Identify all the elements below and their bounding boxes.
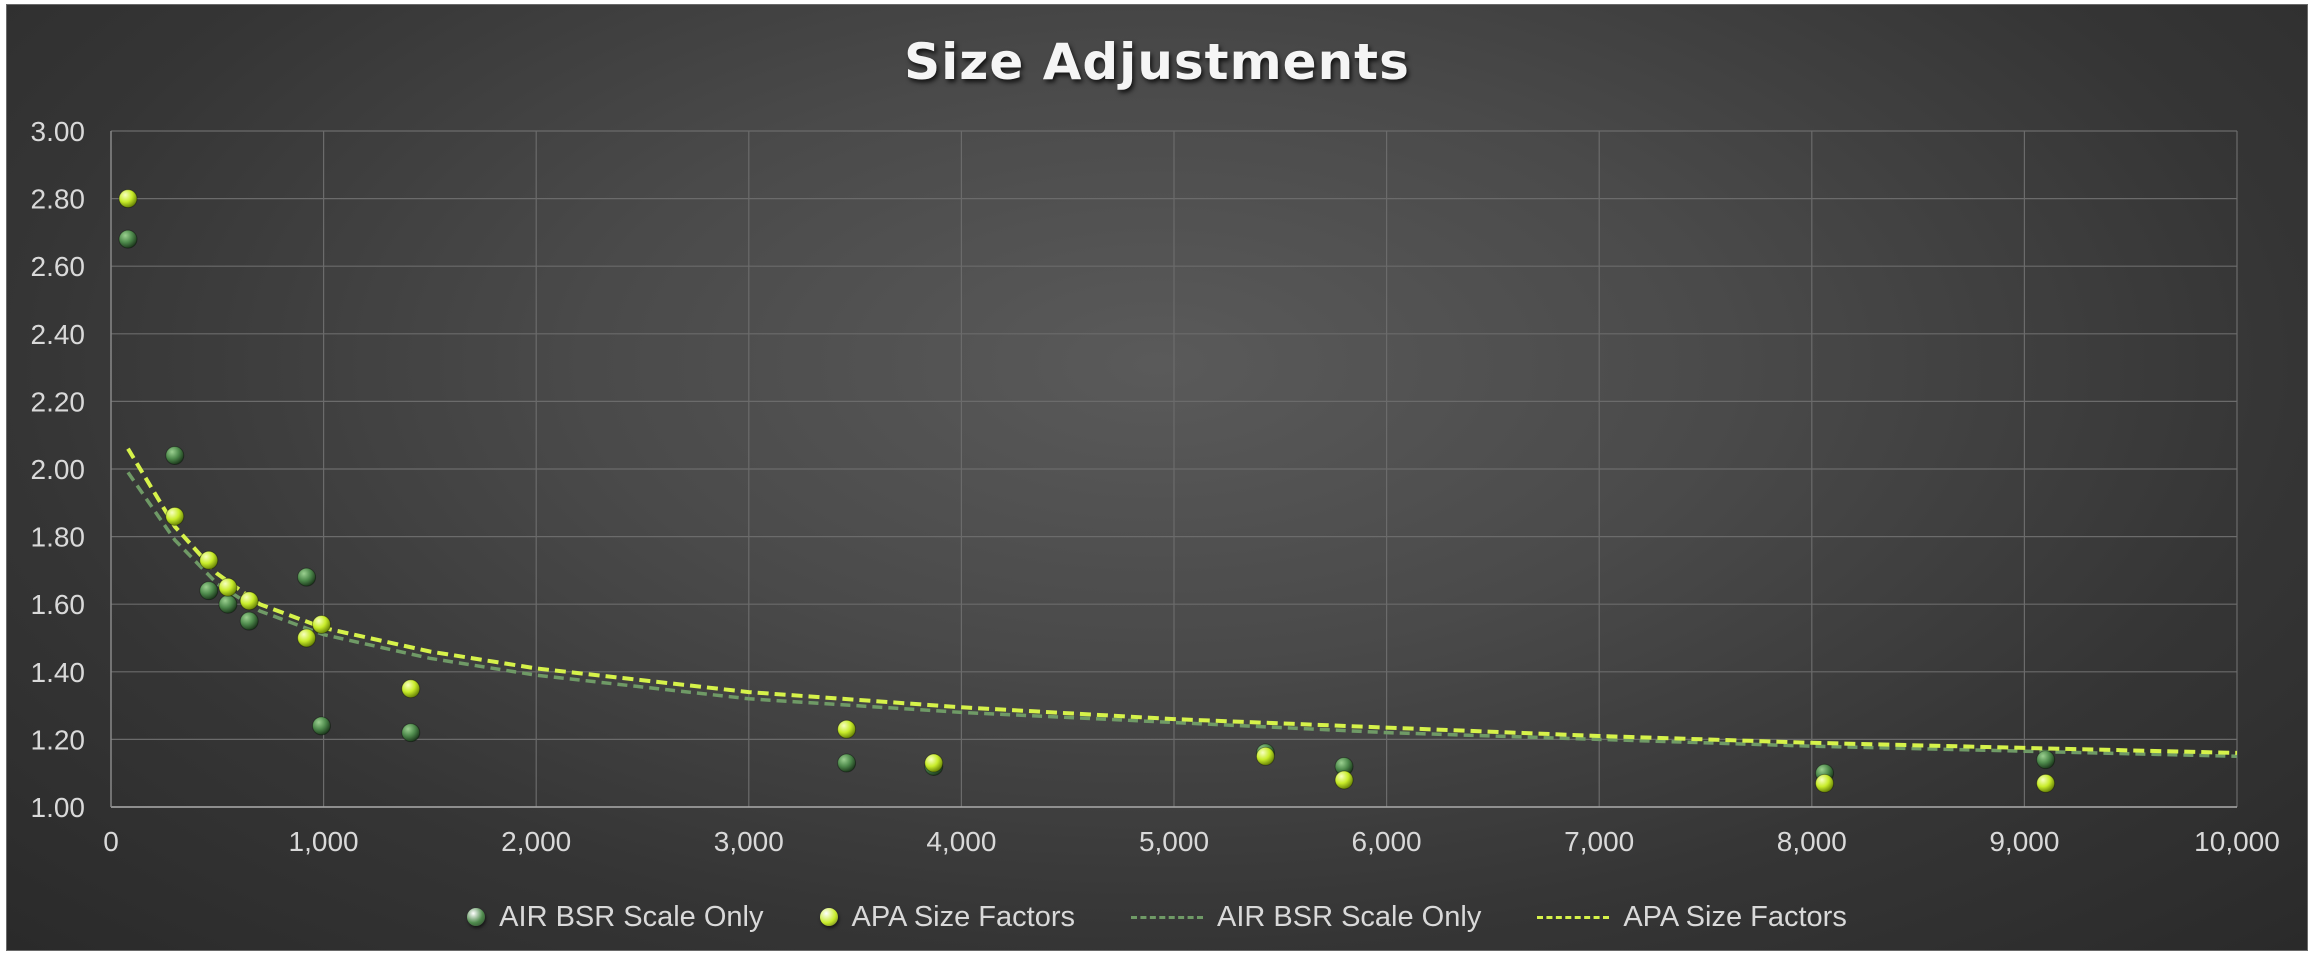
apa-point bbox=[239, 591, 259, 611]
apa-point bbox=[311, 614, 331, 634]
legend-label: APA Size Factors bbox=[1623, 900, 1847, 933]
y-tick-label: 1.60 bbox=[31, 589, 86, 620]
apa-point bbox=[218, 577, 238, 597]
apa-point bbox=[297, 628, 317, 648]
y-tick-label: 2.60 bbox=[31, 251, 86, 282]
legend-label: AIR BSR Scale Only bbox=[499, 900, 764, 933]
air-bsr-point bbox=[401, 723, 421, 743]
apa-point bbox=[2036, 773, 2056, 793]
legend: AIR BSR Scale Only APA Size Factors AIR BS… bbox=[7, 895, 2307, 939]
x-tick-label: 5,000 bbox=[1139, 826, 1209, 857]
y-tick-label: 2.00 bbox=[31, 454, 86, 485]
y-tick-label: 1.00 bbox=[31, 792, 86, 823]
legend-label: AIR BSR Scale Only bbox=[1217, 900, 1482, 933]
y-tick-label: 1.40 bbox=[31, 657, 86, 688]
x-tick-label: 2,000 bbox=[501, 826, 571, 857]
legend-dashed-line-icon bbox=[1131, 915, 1203, 919]
legend-marker-icon bbox=[819, 908, 838, 926]
trendlines bbox=[126, 447, 2238, 759]
x-tick-label: 3,000 bbox=[714, 826, 784, 857]
legend-item: AIR BSR Scale Only bbox=[1131, 901, 1481, 934]
gridlines bbox=[110, 130, 2238, 808]
legend-item: APA Size Factors bbox=[1537, 901, 1847, 934]
chart-title: Size Adjustments bbox=[904, 33, 1410, 91]
x-tick-label: 1,000 bbox=[289, 826, 359, 857]
air-bsr-point bbox=[165, 445, 185, 465]
air-bsr-point bbox=[311, 716, 331, 736]
legend-item: APA Size Factors bbox=[819, 900, 1076, 934]
air-bsr-point bbox=[297, 567, 317, 587]
x-tick-label: 8,000 bbox=[1777, 826, 1847, 857]
trendline-air-bsr bbox=[126, 471, 2238, 759]
apa-point bbox=[1815, 773, 1835, 793]
apa-point bbox=[118, 189, 138, 209]
x-tick-label: 6,000 bbox=[1352, 826, 1422, 857]
y-tick-label: 1.80 bbox=[31, 522, 86, 553]
apa-point bbox=[837, 719, 857, 739]
x-tick-label: 4,000 bbox=[926, 826, 996, 857]
air-bsr-point bbox=[118, 229, 138, 249]
axes: 1.00 1.20 1.40 1.60 1.80 2.00 2.20 2.40 2.60 2.80… bbox=[31, 116, 2280, 857]
legend-dashed-line-icon bbox=[1537, 915, 1610, 919]
air-bsr-point bbox=[837, 753, 857, 773]
apa-point bbox=[1334, 770, 1354, 790]
y-tick-label: 2.80 bbox=[31, 184, 86, 215]
apa-point bbox=[1255, 746, 1275, 766]
y-tick-label: 1.20 bbox=[31, 724, 86, 755]
y-tick-label: 3.00 bbox=[31, 116, 86, 147]
apa-point bbox=[165, 506, 185, 526]
x-tick-label: 7,000 bbox=[1564, 826, 1634, 857]
air-bsr-point bbox=[199, 581, 219, 601]
x-tick-label: 10,000 bbox=[2194, 826, 2280, 857]
apa-point bbox=[199, 550, 219, 570]
plot-area: 1.00 1.20 1.40 1.60 1.80 2.00 2.20 2.40 2.60 2.80… bbox=[31, 116, 2280, 857]
legend-item: AIR BSR Scale Only bbox=[467, 900, 764, 934]
y-tick-label: 2.40 bbox=[31, 319, 86, 350]
air-bsr-point bbox=[2036, 750, 2056, 770]
apa-point bbox=[401, 679, 421, 699]
air-bsr-point bbox=[239, 611, 259, 631]
y-tick-label: 2.20 bbox=[31, 386, 86, 417]
apa-point bbox=[924, 753, 944, 773]
data-points bbox=[118, 189, 2056, 793]
chart-area: Size Adjustments 1.00 1.20 1.40 1.60 1.80 2.0… bbox=[6, 4, 2308, 951]
air-bsr-point bbox=[218, 594, 238, 614]
legend-label: APA Size Factors bbox=[851, 900, 1076, 933]
x-tick-label: 9,000 bbox=[1989, 826, 2059, 857]
x-tick-label: 0 bbox=[103, 826, 119, 857]
trendline-apa bbox=[126, 447, 2238, 755]
legend-marker-icon bbox=[467, 908, 486, 926]
